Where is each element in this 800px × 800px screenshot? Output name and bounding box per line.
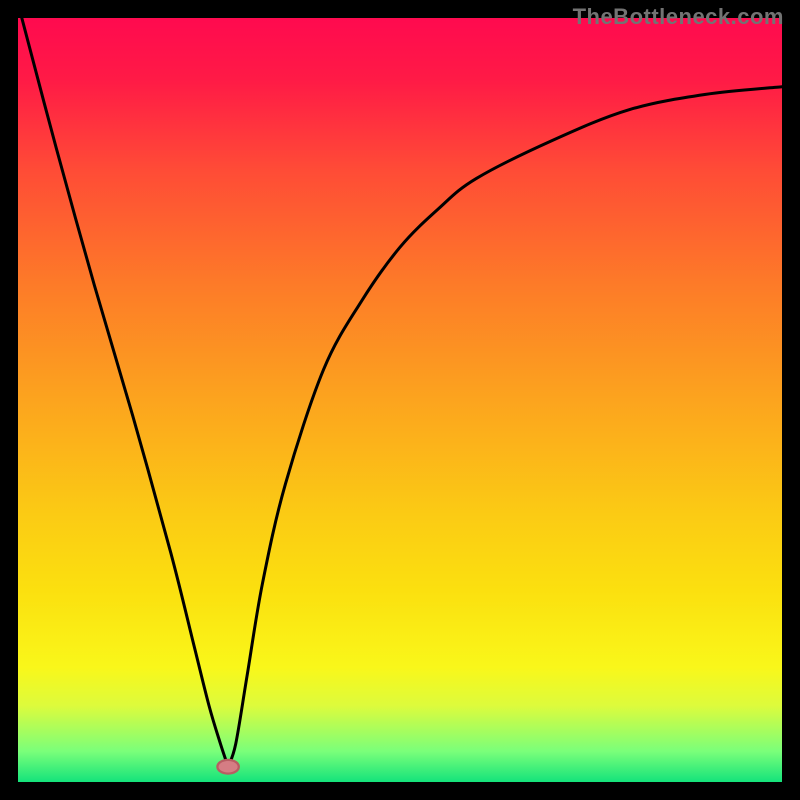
bottleneck-chart — [0, 0, 800, 800]
optimal-point-marker — [217, 760, 238, 774]
chart-container: TheBottleneck.com — [0, 0, 800, 800]
plot-background — [18, 18, 782, 782]
